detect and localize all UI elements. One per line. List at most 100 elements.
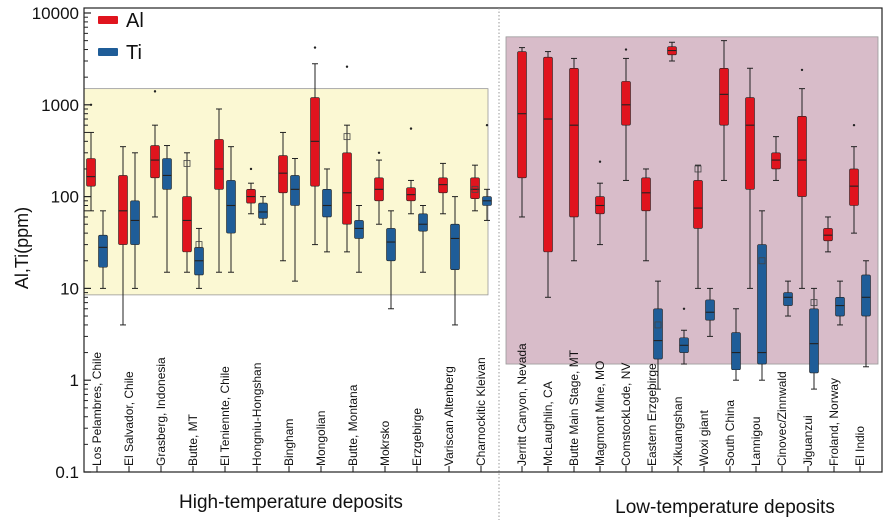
- al-box-el-indio-outlier: [852, 123, 856, 127]
- category-label: McLaughlin, CA: [541, 381, 555, 466]
- y-tick-label: 100: [51, 188, 79, 207]
- category-label: South China: [723, 400, 737, 466]
- ti-box-eastern-erzgebirge-mean-marker: [654, 321, 662, 329]
- category-label: Hongniu-Hongshan: [250, 363, 264, 466]
- al-box-el-teniennte-chile-box: [214, 139, 224, 190]
- ti-box-south-china-box: [731, 332, 741, 371]
- al-box-erzgebirge-outlier: [409, 127, 413, 130]
- al-box-eastern-erzgebirge-box: [641, 177, 651, 212]
- ti-box-hongniu-hongshan: [258, 196, 268, 225]
- al-box-variscan-altenberg: [438, 162, 448, 215]
- al-box-comstocklode-nv-box: [621, 81, 631, 126]
- al-box-south-china-box: [719, 67, 729, 126]
- ti-box-froland-norway: [835, 280, 845, 326]
- ti-box-mongolian-box: [322, 189, 332, 218]
- category-label: Xikuangshan: [671, 397, 685, 466]
- ti-box-grasberg-indonesia: [162, 145, 172, 273]
- y-axis: 0.1 1 10 100 1000 10000: [32, 4, 91, 482]
- ti-box-mokrsko-box: [386, 228, 396, 262]
- category-label: Mongolian: [314, 411, 328, 466]
- ti-box-el-teniennte-chile-box: [226, 180, 236, 234]
- category-label: Bingham: [282, 419, 296, 466]
- al-box-jiguanzui-outlier: [800, 68, 804, 72]
- al-box-cinovec-zinnwald: [771, 136, 781, 181]
- al-box-comstocklode-nv: [621, 48, 631, 181]
- ti-box-south-china: [731, 308, 741, 381]
- category-label: Woxi giant: [697, 410, 711, 466]
- al-box-jiguanzui: [797, 68, 807, 289]
- ti-box-los-pelambres-chile-box: [98, 234, 108, 268]
- al-box-lannigou-box: [745, 97, 755, 190]
- ti-box-el-salvador-chile-box: [130, 200, 140, 245]
- ti-box-xikuangshan-outlier: [682, 307, 686, 310]
- al-box-hongniu-hongshan: [246, 167, 256, 215]
- al-box-xikuangshan: [667, 41, 677, 62]
- al-box-bingham: [278, 131, 288, 262]
- category-label: Magmont Mine, MO: [593, 361, 607, 466]
- ti-box-charnockitic-kleivan: [482, 123, 492, 221]
- al-box-butte-mt: [182, 152, 192, 273]
- category-label: Jerritt Canyon, Nevada: [515, 343, 529, 466]
- al-box-south-china: [719, 40, 729, 181]
- ti-box-hongniu-hongshan-box: [258, 202, 268, 219]
- boxes: [86, 40, 871, 390]
- ti-box-variscan-altenberg: [450, 196, 460, 326]
- al-box-mongolian-outlier: [313, 46, 317, 49]
- legend-label-al: Al: [126, 10, 144, 32]
- y-axis-label: Al,Ti(ppm): [12, 207, 32, 289]
- al-box-butte-mt-box: [182, 196, 192, 253]
- al-box-bingham-box: [278, 155, 288, 194]
- category-label: ComstockLode, NV: [619, 363, 633, 466]
- ti-box-los-pelambres-chile: [98, 210, 108, 289]
- category-label: Mokrsko: [378, 420, 392, 466]
- legend-swatch-ti: [98, 48, 118, 56]
- category-label: Butte Main Stage, MT: [567, 349, 581, 466]
- category-label: Cinovec/Zinnwald: [775, 371, 789, 466]
- ti-box-butte-montana: [354, 204, 364, 273]
- y-tick-label: 1: [70, 371, 79, 390]
- ti-box-lannigou: [757, 210, 767, 381]
- ti-box-erzgebirge: [418, 204, 428, 273]
- al-box-charnockitic-kleivan-box: [470, 177, 480, 199]
- band-low-temperature: [505, 36, 879, 365]
- x-axis: Los Pelambres, Chile El Salvador, Chile Gr…: [90, 343, 867, 518]
- al-box-charnockitic-kleivan: [470, 164, 480, 212]
- al-box-jerritt-canyon-nevada-box: [517, 51, 527, 179]
- ti-box-erzgebirge-box: [418, 213, 428, 232]
- y-tick-label: 0.1: [55, 463, 79, 482]
- al-box-magmont-mine-mo: [595, 160, 605, 246]
- al-box-el-salvador-chile-box: [118, 175, 128, 245]
- category-label: El Indio: [853, 426, 867, 466]
- al-box-magmont-mine-mo-outlier: [598, 160, 602, 163]
- category-label: Froland, Norway: [827, 378, 841, 466]
- al-box-lannigou: [745, 67, 755, 289]
- al-box-butte-montana-box: [342, 152, 352, 225]
- ti-box-grasberg-indonesia-box: [162, 158, 172, 190]
- ti-box-cinovec-zinnwald-box: [783, 292, 793, 306]
- al-box-el-indio: [849, 123, 859, 234]
- plot-frame: [83, 7, 883, 520]
- ti-box-eastern-erzgebirge-box: [653, 308, 663, 360]
- legend-swatch-al: [98, 16, 118, 24]
- al-box-los-pelambres-chile-outlier: [89, 103, 93, 107]
- al-box-grasberg-indonesia-outlier: [153, 90, 157, 93]
- ti-box-xikuangshan: [679, 307, 689, 365]
- al-box-eastern-erzgebirge: [641, 168, 651, 262]
- category-label: Variscan Altenberg: [442, 366, 456, 466]
- ti-box-woxi-giant: [705, 287, 715, 337]
- ti-box-mongolian: [322, 168, 332, 253]
- al-box-woxi-giant: [693, 164, 703, 289]
- ti-box-bingham-box: [290, 175, 300, 206]
- ti-box-lannigou-mean-marker: [758, 257, 766, 265]
- ti-box-variscan-altenberg-box: [450, 223, 460, 270]
- group-bands: [83, 36, 879, 365]
- al-box-charnockitic-kleivan-mean-marker: [471, 185, 479, 193]
- ti-box-jiguanzui-mean-marker: [810, 299, 818, 307]
- al-box-froland-norway-box: [823, 228, 833, 242]
- al-box-erzgebirge: [406, 127, 416, 215]
- al-box-grasberg-indonesia: [150, 90, 160, 218]
- ti-box-el-indio: [861, 260, 871, 368]
- al-box-el-salvador-chile: [118, 146, 128, 326]
- al-box-woxi-giant-box: [693, 180, 703, 229]
